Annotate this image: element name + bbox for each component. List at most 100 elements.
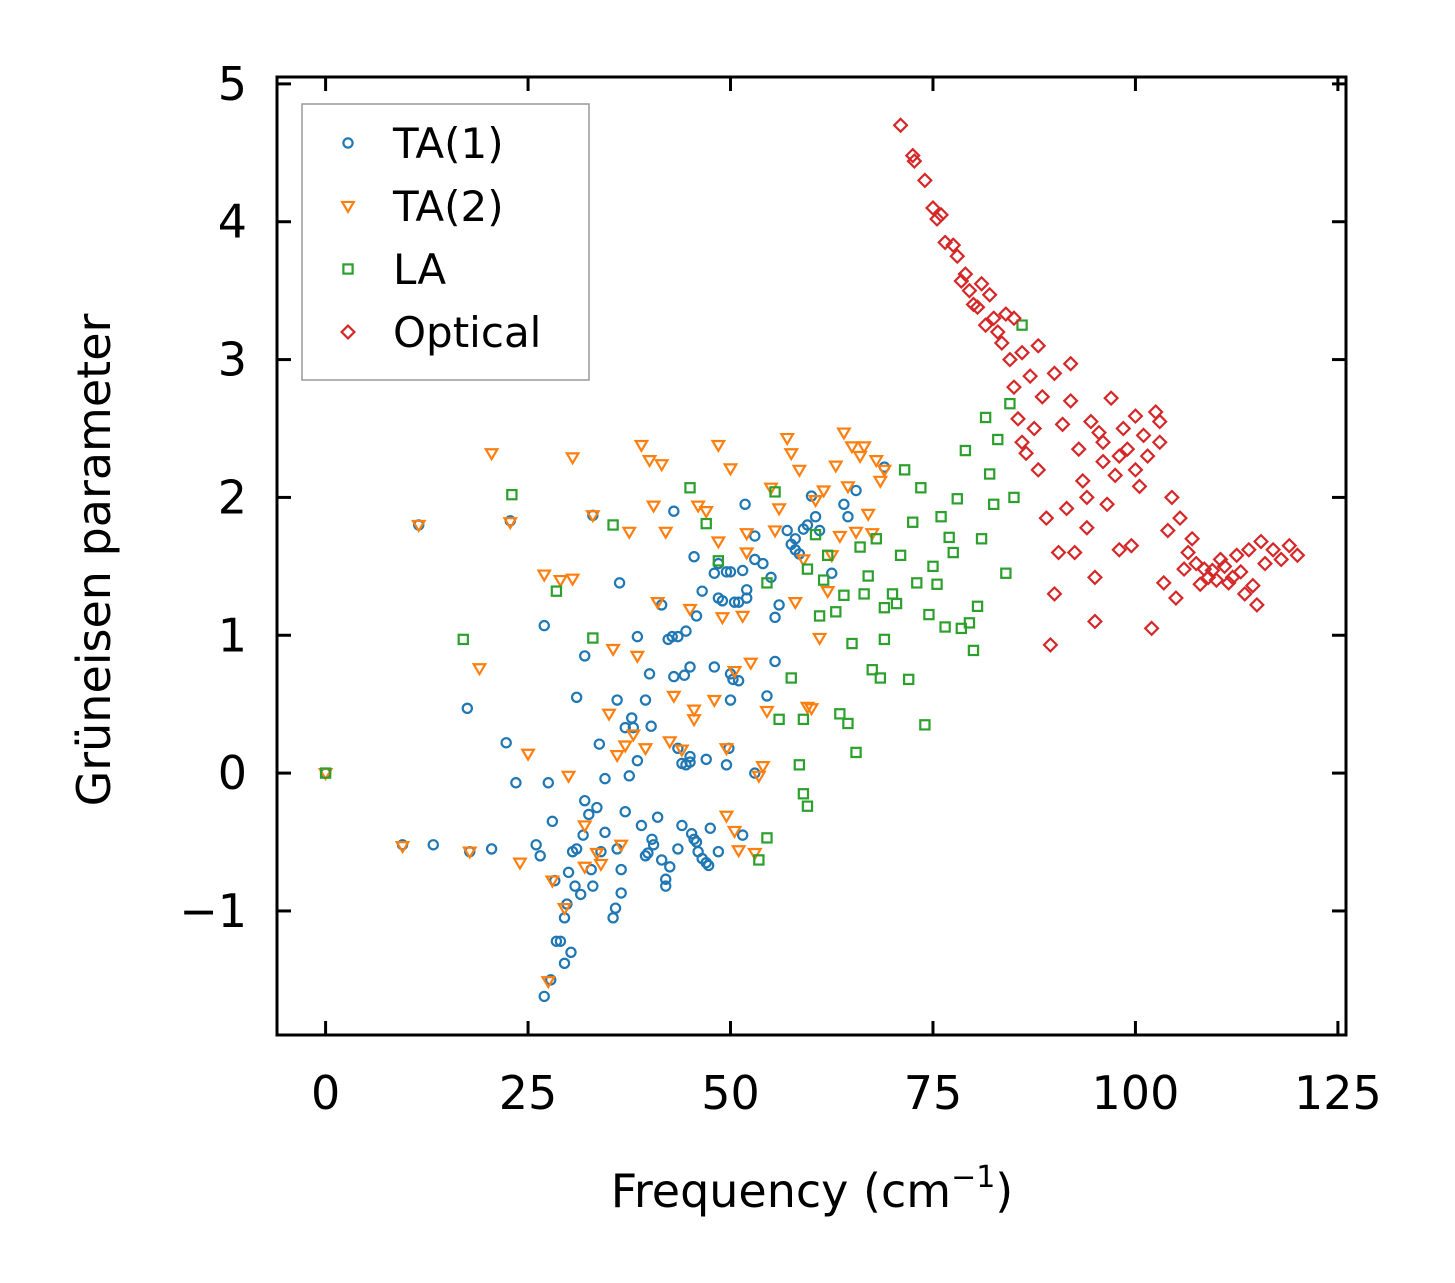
data-point <box>761 690 773 702</box>
data-point <box>619 721 631 734</box>
data-point <box>1026 420 1043 437</box>
data-point <box>457 633 469 646</box>
y-tick-label: 1 <box>218 608 247 662</box>
data-point <box>708 567 721 579</box>
data-point <box>643 668 656 680</box>
data-point <box>1014 344 1031 361</box>
data-point <box>565 946 577 958</box>
data-point <box>708 661 721 673</box>
legend-marker <box>340 324 356 340</box>
data-point <box>834 708 846 720</box>
data-point <box>629 650 646 664</box>
data-point <box>937 234 954 251</box>
data-point <box>724 566 737 578</box>
data-point <box>647 839 660 851</box>
data-point <box>761 832 773 844</box>
legend-marker <box>342 137 354 149</box>
data-point <box>797 713 810 726</box>
data-point <box>854 541 866 553</box>
data-point <box>660 873 672 885</box>
data-point <box>1281 537 1298 554</box>
data-point <box>878 601 891 614</box>
data-point <box>639 694 652 706</box>
data-point <box>1099 496 1116 513</box>
data-point <box>874 672 887 684</box>
data-point <box>1289 547 1306 564</box>
data-point <box>512 857 528 871</box>
data-point <box>593 738 606 750</box>
data-point <box>1030 461 1047 478</box>
data-point <box>686 704 702 718</box>
data-point <box>666 630 678 643</box>
data-point <box>815 485 832 499</box>
data-point <box>1127 408 1144 425</box>
data-point <box>1151 434 1168 451</box>
data-point <box>755 761 771 775</box>
data-point <box>886 588 899 600</box>
data-point <box>607 912 619 924</box>
data-point <box>579 794 591 807</box>
data-point <box>975 533 988 545</box>
data-point <box>1163 489 1180 506</box>
x-tick-label: 25 <box>499 1066 558 1120</box>
data-point <box>684 756 696 768</box>
data-point <box>836 427 852 441</box>
data-point <box>684 482 696 494</box>
x-tick-label: 0 <box>311 1066 340 1120</box>
data-point <box>554 935 567 947</box>
data-point <box>593 858 609 873</box>
data-point <box>1046 585 1063 602</box>
data-point <box>615 887 627 899</box>
data-point <box>658 526 674 540</box>
data-point <box>1111 448 1128 465</box>
data-point <box>461 702 474 715</box>
data-point <box>710 439 727 454</box>
data-point <box>601 708 617 722</box>
data-point <box>589 847 605 862</box>
data-point <box>1111 541 1128 558</box>
data-point <box>878 633 891 646</box>
data-point <box>502 517 518 531</box>
data-point <box>876 464 893 478</box>
data-point <box>1244 577 1261 594</box>
data-point <box>828 460 844 474</box>
data-point <box>668 670 680 683</box>
data-point <box>826 567 838 579</box>
data-point <box>809 511 822 523</box>
data-point <box>1220 574 1237 591</box>
data-point <box>838 589 850 601</box>
data-point <box>674 744 690 758</box>
data-point <box>785 672 797 684</box>
data-point <box>1058 500 1075 517</box>
data-point <box>666 690 682 704</box>
data-point <box>1001 351 1018 368</box>
data-point <box>538 619 550 632</box>
data-point <box>801 519 814 531</box>
data-point <box>688 833 700 845</box>
data-point <box>981 286 998 303</box>
data-point <box>753 854 765 866</box>
data-point <box>550 585 563 597</box>
data-point <box>712 845 725 858</box>
data-point <box>850 746 862 759</box>
data-point <box>645 720 657 732</box>
data-point <box>939 621 951 633</box>
data-point <box>902 673 915 686</box>
data-point <box>1127 461 1144 478</box>
data-point <box>979 411 992 424</box>
data-point <box>676 819 688 832</box>
data-point <box>852 450 868 465</box>
data-point <box>599 772 611 785</box>
data-point <box>714 612 731 626</box>
data-point <box>1030 337 1047 354</box>
data-point <box>911 577 923 589</box>
data-point <box>751 770 767 784</box>
data-point <box>1004 397 1016 410</box>
data-point <box>931 578 943 590</box>
data-point <box>919 719 931 731</box>
data-point <box>542 777 554 789</box>
data-point <box>698 506 714 520</box>
data-point <box>394 840 411 855</box>
data-point <box>1240 541 1257 558</box>
